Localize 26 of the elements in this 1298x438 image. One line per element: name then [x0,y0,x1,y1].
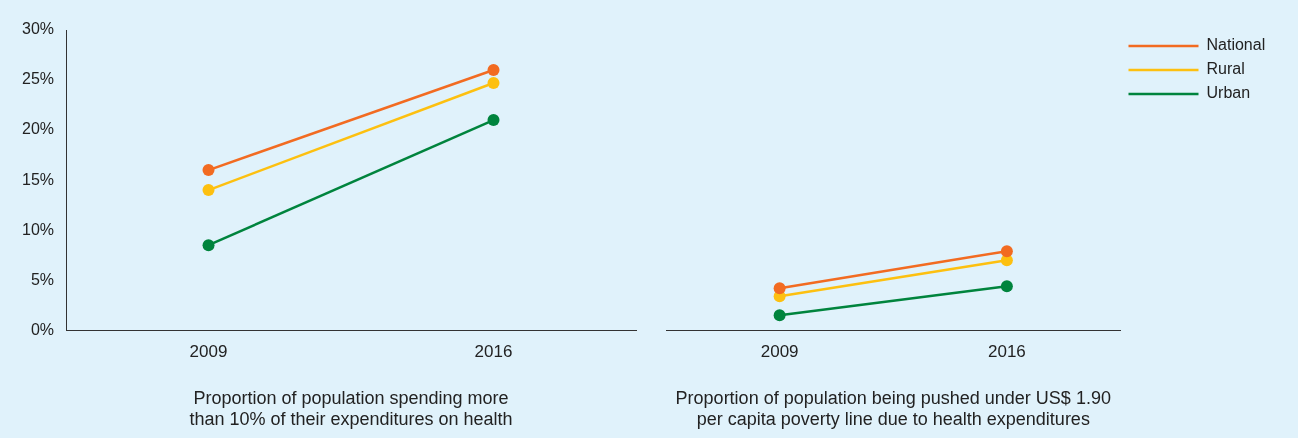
y-tick-label: 20% [21,120,55,138]
x-tick-label: 2009 [189,342,228,362]
point [773,282,786,295]
x-axis-title: Proportion of population spending more than 10% of their expenditures on health [189,387,513,429]
y-tick-label: 15% [21,170,55,188]
point [487,114,500,127]
y-tick-label: 5% [30,270,55,288]
legend-label: National [1206,36,1266,54]
x-tick-label: 2016 [987,342,1026,362]
legend-label: Rural [1206,60,1245,78]
y-tick-label: 25% [21,70,55,88]
y-tick-label: 30% [21,20,55,38]
x-tick-label: 2016 [474,342,513,362]
point [202,164,215,177]
point [773,309,786,322]
x-axis-title: Proportion of population being pushed under US$ 1.90 per capita poverty line due to health expenditures [675,387,1111,429]
y-tick-label: 10% [21,220,55,238]
point [487,64,500,77]
point [1000,280,1013,293]
x-tick-label: 2009 [760,342,799,362]
point [1000,245,1013,258]
legend-label: Urban [1206,84,1251,102]
y-tick-label: 0% [30,320,55,338]
point [487,77,500,90]
point [202,239,215,252]
point [202,184,215,197]
